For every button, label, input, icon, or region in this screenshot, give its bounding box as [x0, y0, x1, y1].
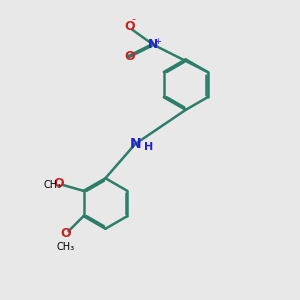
Text: O: O [53, 177, 64, 190]
Text: N: N [129, 137, 141, 151]
Text: CH₃: CH₃ [57, 242, 75, 252]
Text: -: - [132, 14, 136, 24]
Text: H: H [144, 142, 153, 152]
Text: N: N [148, 38, 158, 51]
Text: O: O [124, 20, 134, 33]
Text: O: O [60, 227, 71, 241]
Text: O: O [124, 50, 134, 63]
Text: CH₃: CH₃ [44, 180, 62, 190]
Text: +: + [154, 37, 161, 46]
